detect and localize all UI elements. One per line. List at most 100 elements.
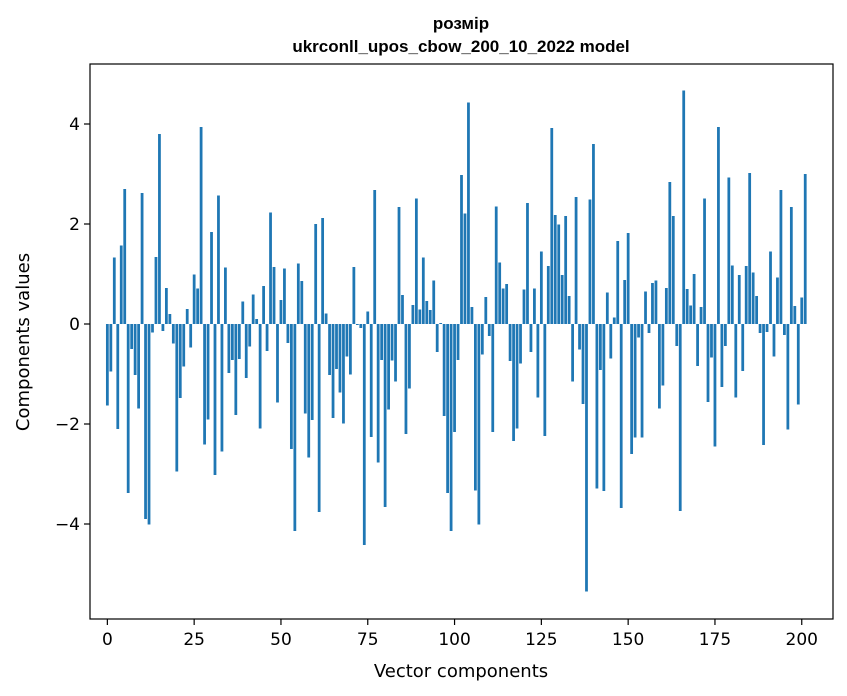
chart-title-line1: розмір (433, 14, 489, 33)
x-tick-label: 0 (102, 630, 113, 650)
bar (286, 324, 290, 343)
bar (449, 324, 453, 531)
bar (237, 324, 241, 359)
bar (196, 288, 200, 324)
bar (706, 324, 710, 402)
bar (696, 324, 699, 366)
bar (224, 267, 227, 324)
bar (109, 324, 113, 372)
bar (772, 324, 776, 357)
bar (633, 324, 637, 438)
bar (689, 305, 693, 324)
bar (168, 314, 172, 324)
bars-group (105, 90, 807, 592)
x-tick-label: 100 (438, 630, 470, 650)
bar (439, 323, 443, 324)
bar (349, 324, 352, 375)
bar (112, 257, 116, 324)
bar (661, 324, 665, 386)
bar (609, 324, 613, 359)
bar (383, 324, 387, 507)
bar (803, 174, 807, 324)
x-axis-ticks: 0 25 50 75 100 125 150 175 200 (102, 619, 818, 650)
bar (626, 233, 630, 324)
bar (428, 310, 432, 324)
bar (762, 324, 765, 445)
bar (793, 306, 797, 324)
bar (206, 324, 210, 420)
bar (234, 324, 238, 415)
bar (723, 324, 727, 346)
bar (133, 324, 137, 375)
bar (741, 324, 745, 371)
bar (192, 274, 196, 324)
bar (779, 190, 783, 324)
bar (605, 292, 609, 324)
bar (786, 324, 790, 430)
bar (463, 213, 467, 324)
bar (140, 193, 144, 324)
bar (515, 324, 519, 429)
bar (269, 212, 272, 324)
bar (783, 324, 786, 335)
bar (567, 296, 571, 324)
bar (151, 324, 154, 333)
bar (408, 324, 411, 389)
bar (213, 324, 217, 475)
bar (251, 294, 255, 324)
bar (647, 324, 651, 333)
bar (210, 232, 213, 324)
bar (776, 277, 779, 324)
bar (303, 324, 307, 414)
bar (592, 144, 595, 324)
bar (616, 241, 620, 324)
bar (477, 324, 481, 525)
x-tick-label: 125 (525, 630, 557, 650)
bar (154, 257, 158, 324)
bar (331, 324, 335, 418)
bar (543, 324, 547, 436)
bar (546, 266, 550, 324)
bar (658, 324, 661, 409)
bar (699, 307, 703, 324)
bar (553, 215, 557, 324)
bar (598, 324, 602, 370)
bar (425, 301, 429, 324)
bar (258, 324, 262, 429)
bar (668, 182, 672, 324)
bar (119, 245, 123, 324)
bar (390, 324, 394, 361)
bar (265, 324, 269, 351)
bar (560, 275, 564, 324)
bar (175, 324, 179, 472)
bar (352, 267, 356, 324)
bar (241, 301, 245, 324)
bar (654, 280, 658, 324)
bar (588, 199, 592, 324)
bar (116, 324, 120, 429)
bar (342, 324, 345, 424)
bar (189, 324, 193, 348)
bar (293, 324, 297, 531)
bar (418, 309, 422, 324)
chart-title-line2: ukrconll_upos_cbow_200_10_2022 model (292, 37, 629, 56)
bar (789, 207, 793, 324)
bar (585, 324, 588, 592)
bar (366, 311, 370, 324)
y-axis-label: Components values (13, 253, 34, 431)
bar (362, 324, 366, 545)
bar (376, 324, 380, 463)
bar (727, 177, 731, 324)
bar (310, 324, 314, 420)
bar (380, 324, 384, 360)
bar (644, 291, 647, 324)
bar (737, 275, 741, 324)
bar (296, 263, 300, 324)
bar (158, 134, 161, 324)
bar (147, 324, 151, 525)
bar (470, 307, 474, 324)
bar (581, 324, 585, 404)
bar (446, 324, 449, 493)
bar (619, 324, 623, 508)
